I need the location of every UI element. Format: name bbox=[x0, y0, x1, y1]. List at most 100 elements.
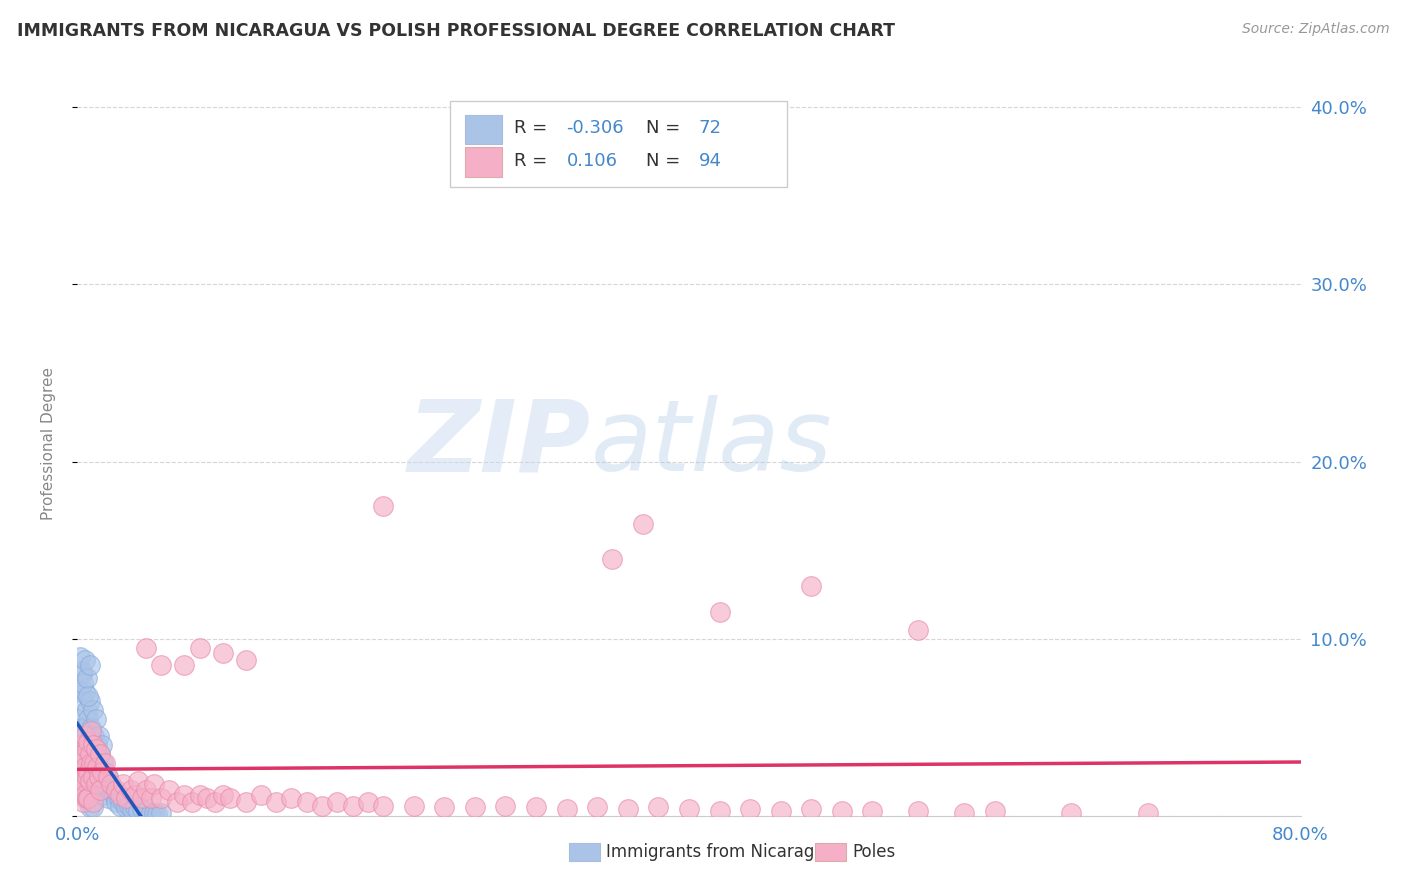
Point bbox=[76, 703, 98, 717]
Point bbox=[104, 782, 127, 797]
Point bbox=[97, 770, 120, 784]
Point bbox=[115, 800, 138, 814]
Point bbox=[91, 756, 114, 770]
Point bbox=[139, 805, 162, 820]
Point bbox=[181, 795, 204, 809]
Point bbox=[188, 788, 211, 802]
Point bbox=[82, 703, 104, 717]
Point bbox=[211, 788, 233, 802]
Point bbox=[402, 798, 425, 813]
Point bbox=[72, 773, 94, 788]
Point bbox=[219, 791, 242, 805]
Point bbox=[678, 802, 700, 816]
Point bbox=[1060, 805, 1083, 820]
Point bbox=[907, 804, 929, 818]
Point bbox=[139, 791, 162, 805]
Point bbox=[76, 773, 98, 788]
Point bbox=[326, 795, 349, 809]
Point bbox=[150, 658, 173, 673]
Point bbox=[70, 738, 93, 752]
Point bbox=[495, 798, 517, 813]
Point bbox=[135, 782, 157, 797]
Point bbox=[157, 782, 180, 797]
Point bbox=[953, 805, 976, 820]
Point bbox=[70, 667, 93, 681]
Point bbox=[77, 747, 100, 761]
Point bbox=[83, 756, 105, 770]
Point bbox=[69, 738, 91, 752]
Point bbox=[90, 764, 112, 779]
Point bbox=[70, 764, 93, 779]
Text: Immigrants from Nicaragua: Immigrants from Nicaragua bbox=[606, 843, 835, 861]
Point bbox=[76, 671, 98, 685]
Point bbox=[73, 730, 96, 744]
Point bbox=[115, 791, 138, 805]
Point bbox=[280, 791, 302, 805]
Point bbox=[342, 798, 364, 813]
Point bbox=[188, 640, 211, 655]
Text: Poles: Poles bbox=[852, 843, 896, 861]
Point bbox=[77, 791, 100, 805]
Point bbox=[1136, 805, 1159, 820]
Point bbox=[150, 805, 173, 820]
Point bbox=[433, 800, 456, 814]
Point bbox=[131, 791, 153, 805]
Point bbox=[800, 802, 823, 816]
Point bbox=[108, 798, 131, 813]
Point bbox=[295, 795, 318, 809]
Point bbox=[73, 685, 96, 699]
Point bbox=[555, 802, 578, 816]
Point bbox=[73, 791, 96, 805]
Point bbox=[173, 788, 195, 802]
Point bbox=[77, 712, 100, 726]
Point bbox=[76, 741, 98, 756]
Point bbox=[79, 800, 101, 814]
Point bbox=[77, 689, 100, 703]
Point bbox=[69, 752, 91, 766]
Point bbox=[82, 773, 104, 788]
Point bbox=[124, 800, 146, 814]
Point bbox=[84, 741, 107, 756]
Point bbox=[107, 791, 129, 805]
Text: 72: 72 bbox=[699, 119, 721, 137]
Point bbox=[69, 782, 91, 797]
Point bbox=[146, 807, 169, 822]
Point bbox=[90, 738, 112, 752]
Point bbox=[72, 795, 94, 809]
Text: Source: ZipAtlas.com: Source: ZipAtlas.com bbox=[1241, 22, 1389, 37]
Point bbox=[72, 676, 94, 690]
Point bbox=[740, 802, 762, 816]
Point bbox=[77, 764, 100, 779]
Point bbox=[76, 770, 98, 784]
Point bbox=[70, 721, 93, 735]
Point bbox=[67, 777, 90, 791]
Point bbox=[617, 802, 640, 816]
Text: N =: N = bbox=[647, 119, 681, 137]
Point bbox=[235, 653, 257, 667]
Point bbox=[100, 782, 122, 797]
Point bbox=[87, 770, 110, 784]
Point bbox=[104, 795, 127, 809]
Text: -0.306: -0.306 bbox=[567, 119, 624, 137]
Text: 94: 94 bbox=[699, 152, 721, 169]
Point bbox=[82, 770, 104, 784]
Text: R =: R = bbox=[515, 119, 547, 137]
Point bbox=[73, 788, 96, 802]
Point bbox=[90, 773, 112, 788]
Point bbox=[82, 738, 104, 752]
Point bbox=[166, 795, 188, 809]
Point bbox=[142, 777, 165, 791]
Point bbox=[80, 756, 103, 770]
Point bbox=[96, 777, 118, 791]
Point bbox=[108, 788, 131, 802]
Point bbox=[84, 712, 107, 726]
Point bbox=[80, 721, 103, 735]
Point bbox=[79, 747, 101, 761]
Point bbox=[82, 800, 104, 814]
Point bbox=[862, 804, 884, 818]
Point bbox=[72, 756, 94, 770]
Point bbox=[204, 795, 226, 809]
Point bbox=[250, 788, 273, 802]
Point bbox=[73, 721, 96, 735]
Point bbox=[79, 658, 101, 673]
